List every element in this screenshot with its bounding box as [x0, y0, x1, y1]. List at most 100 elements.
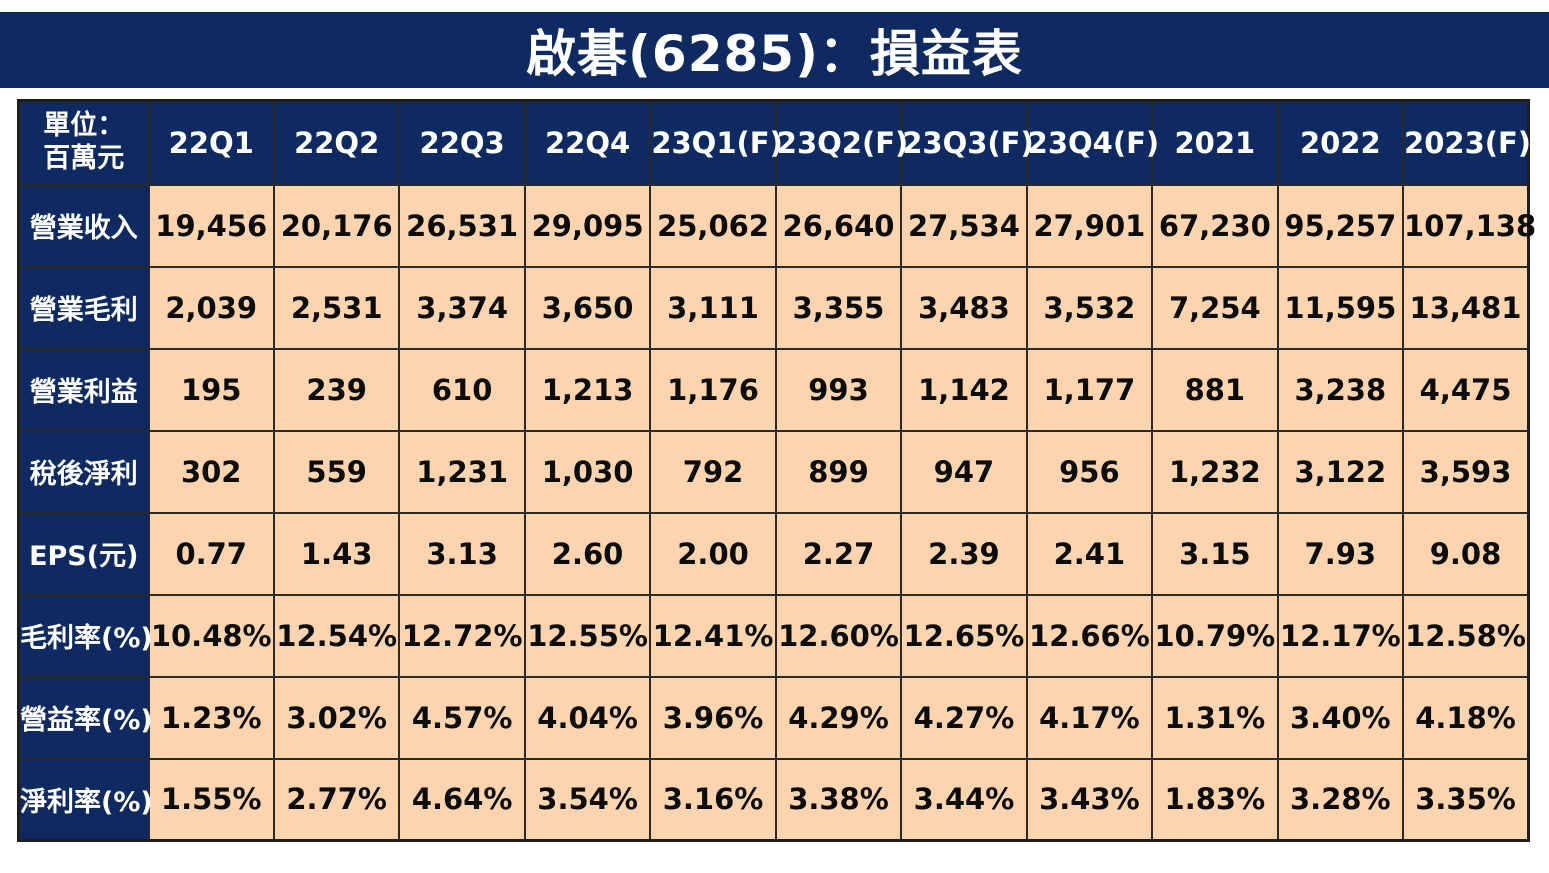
table-cell: 95,257: [1276, 183, 1405, 268]
table-cell: 302: [147, 429, 275, 514]
row-label: 營業毛利: [17, 265, 150, 350]
table-cell: 3.43%: [1025, 757, 1154, 842]
table-cell: 12.41%: [649, 593, 777, 678]
table-cell: 1,231: [398, 429, 526, 514]
column-header: 2021: [1151, 99, 1279, 186]
table-cell: 13,481: [1402, 265, 1530, 350]
table-cell: 1,142: [900, 347, 1028, 432]
row-label: 營業收入: [17, 183, 150, 268]
table-cell: 27,901: [1025, 183, 1154, 268]
table-cell: 7.93: [1276, 511, 1405, 596]
row-label: EPS(元): [17, 511, 150, 596]
unit-line-2: 百萬元: [43, 142, 125, 174]
table-cell: 1.55%: [147, 757, 275, 842]
table-cell: 12.58%: [1402, 593, 1530, 678]
unit-cell: 單位： 百萬元: [17, 99, 150, 186]
row-label: 營業利益: [17, 347, 150, 432]
table-cell: 2.27: [774, 511, 903, 596]
table-cell: 2,531: [272, 265, 401, 350]
table-row: EPS(元) 0.77 1.43 3.13 2.60 2.00 2.27 2.39 2.41 3.…: [17, 511, 1530, 596]
table-cell: 2.00: [649, 511, 777, 596]
table-cell: 12.54%: [272, 593, 401, 678]
table-cell: 12.72%: [398, 593, 526, 678]
table-row: 稅後淨利 302 559 1,231 1,030 792 899 947 956 1,232 3,1…: [17, 429, 1530, 514]
header-row: 單位： 百萬元 22Q1 22Q2 22Q3 22Q4 23Q1(F) 23Q2(F) 23…: [17, 99, 1531, 186]
table-cell: 4.57%: [398, 675, 526, 760]
table-cell: 26,640: [774, 183, 903, 268]
table-cell: 2,039: [147, 265, 275, 350]
table-cell: 3.15: [1151, 511, 1279, 596]
table-cell: 1.31%: [1151, 675, 1279, 760]
table-row: 淨利率(%) 1.55% 2.77% 4.64% 3.54% 3.16% 3.38% 3.44…: [17, 757, 1530, 842]
table-cell: 3,650: [523, 265, 652, 350]
table-row: 營業利益 195 239 610 1,213 1,176 993 1,142 1,177 881 3…: [17, 347, 1530, 432]
table-cell: 947: [900, 429, 1028, 514]
table-cell: 10.48%: [147, 593, 275, 678]
table-cell: 12.17%: [1276, 593, 1405, 678]
row-label: 毛利率(%): [17, 593, 153, 678]
table-cell: 3,111: [649, 265, 777, 350]
table-cell: 1,213: [523, 347, 652, 432]
table-cell: 4.27%: [900, 675, 1028, 760]
table-header: 單位： 百萬元 22Q1 22Q2 22Q3 22Q4 23Q1(F) 23Q2(F) 23…: [17, 99, 1531, 186]
table-cell: 4.64%: [398, 757, 526, 842]
table-row: 毛利率(%) 10.48% 12.54% 12.72% 12.55% 12.41% 12.6…: [17, 593, 1530, 678]
table-cell: 956: [1025, 429, 1154, 514]
table-cell: 27,534: [900, 183, 1028, 268]
table-cell: 3.44%: [900, 757, 1028, 842]
table-cell: 4.04%: [523, 675, 652, 760]
table-cell: 1.43: [272, 511, 401, 596]
column-header: 2022: [1276, 99, 1405, 186]
row-label: 稅後淨利: [17, 429, 150, 514]
row-label: 營益率(%): [17, 675, 153, 760]
table-cell: 993: [774, 347, 903, 432]
column-header: 22Q3: [398, 99, 526, 186]
table-row: 營業毛利 2,039 2,531 3,374 3,650 3,111 3,355 3,483 3…: [17, 265, 1530, 350]
column-header: 2023(F): [1402, 99, 1531, 186]
table-cell: 1,232: [1151, 429, 1279, 514]
table-cell: 3.13: [398, 511, 526, 596]
table-cell: 4.18%: [1402, 675, 1530, 760]
table-cell: 4.17%: [1025, 675, 1154, 760]
table-cell: 20,176: [272, 183, 401, 268]
table-cell: 899: [774, 429, 903, 514]
table-row: 營益率(%) 1.23% 3.02% 4.57% 4.04% 3.96% 4.29% 4.27…: [17, 675, 1530, 760]
table-cell: 26,531: [398, 183, 526, 268]
unit-line-1: 單位：: [43, 109, 125, 141]
table-cell: 3,355: [774, 265, 903, 350]
column-header: 23Q4(F): [1025, 99, 1159, 186]
table-cell: 3.54%: [523, 757, 652, 842]
table-body: 營業收入 19,456 20,176 26,531 29,095 25,062 26,640…: [17, 183, 1536, 842]
table-cell: 3,483: [900, 265, 1028, 350]
column-header: 23Q1(F): [649, 99, 783, 186]
table-cell: 195: [147, 347, 275, 432]
table-cell: 0.77: [147, 511, 275, 596]
table-cell: 239: [272, 347, 401, 432]
column-header: 22Q1: [147, 99, 275, 186]
table-cell: 3.38%: [774, 757, 903, 842]
table-cell: 12.60%: [774, 593, 903, 678]
table-cell: 2.60: [523, 511, 652, 596]
table-cell: 107,138: [1402, 183, 1536, 268]
table-cell: 4.29%: [774, 675, 903, 760]
page-title: 啟碁(6285)：損益表: [526, 25, 1023, 83]
table-cell: 2.41: [1025, 511, 1154, 596]
table-cell: 3.35%: [1402, 757, 1530, 842]
table-cell: 3.40%: [1276, 675, 1405, 760]
table-cell: 1,176: [649, 347, 777, 432]
table-cell: 12.66%: [1025, 593, 1154, 678]
table-cell: 3,374: [398, 265, 526, 350]
table-cell: 1.23%: [147, 675, 275, 760]
table-cell: 4,475: [1402, 347, 1530, 432]
table-cell: 1,030: [523, 429, 652, 514]
table-cell: 3.16%: [649, 757, 777, 842]
table-cell: 3,122: [1276, 429, 1405, 514]
title-bar: 啟碁(6285)：損益表: [0, 12, 1549, 88]
table-row: 營業收入 19,456 20,176 26,531 29,095 25,062 26,640…: [17, 183, 1536, 268]
table-cell: 11,595: [1276, 265, 1405, 350]
income-table: 單位： 百萬元 22Q1 22Q2 22Q3 22Q4 23Q1(F) 23Q2(F) 23…: [17, 99, 1536, 842]
table-cell: 67,230: [1151, 183, 1279, 268]
table-cell: 25,062: [649, 183, 777, 268]
table-cell: 3.28%: [1276, 757, 1405, 842]
table-cell: 12.55%: [523, 593, 652, 678]
